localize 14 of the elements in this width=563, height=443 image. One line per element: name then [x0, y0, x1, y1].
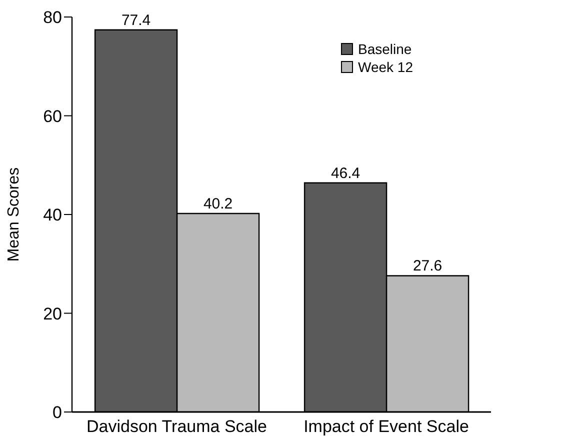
legend-label: Baseline	[358, 41, 412, 57]
data-label: 40.2	[203, 196, 233, 213]
y-tick-label: 40	[43, 206, 62, 225]
data-label: 27.6	[412, 258, 442, 275]
data-label: 46.4	[330, 164, 360, 182]
y-tick-label: 60	[43, 106, 62, 126]
y-axis-title: Mean Scores	[6, 167, 23, 262]
x-tick-label: Davidson Trauma Scale	[86, 417, 267, 436]
y-tick-label: 20	[43, 304, 62, 324]
x-tick-label: Impact of Event Scale	[304, 417, 469, 436]
data-label: 77.4	[121, 12, 151, 29]
y-tick-label: 0	[52, 403, 62, 422]
y-tick-label: 80	[43, 8, 62, 28]
legend-label: Week 12	[358, 59, 413, 75]
